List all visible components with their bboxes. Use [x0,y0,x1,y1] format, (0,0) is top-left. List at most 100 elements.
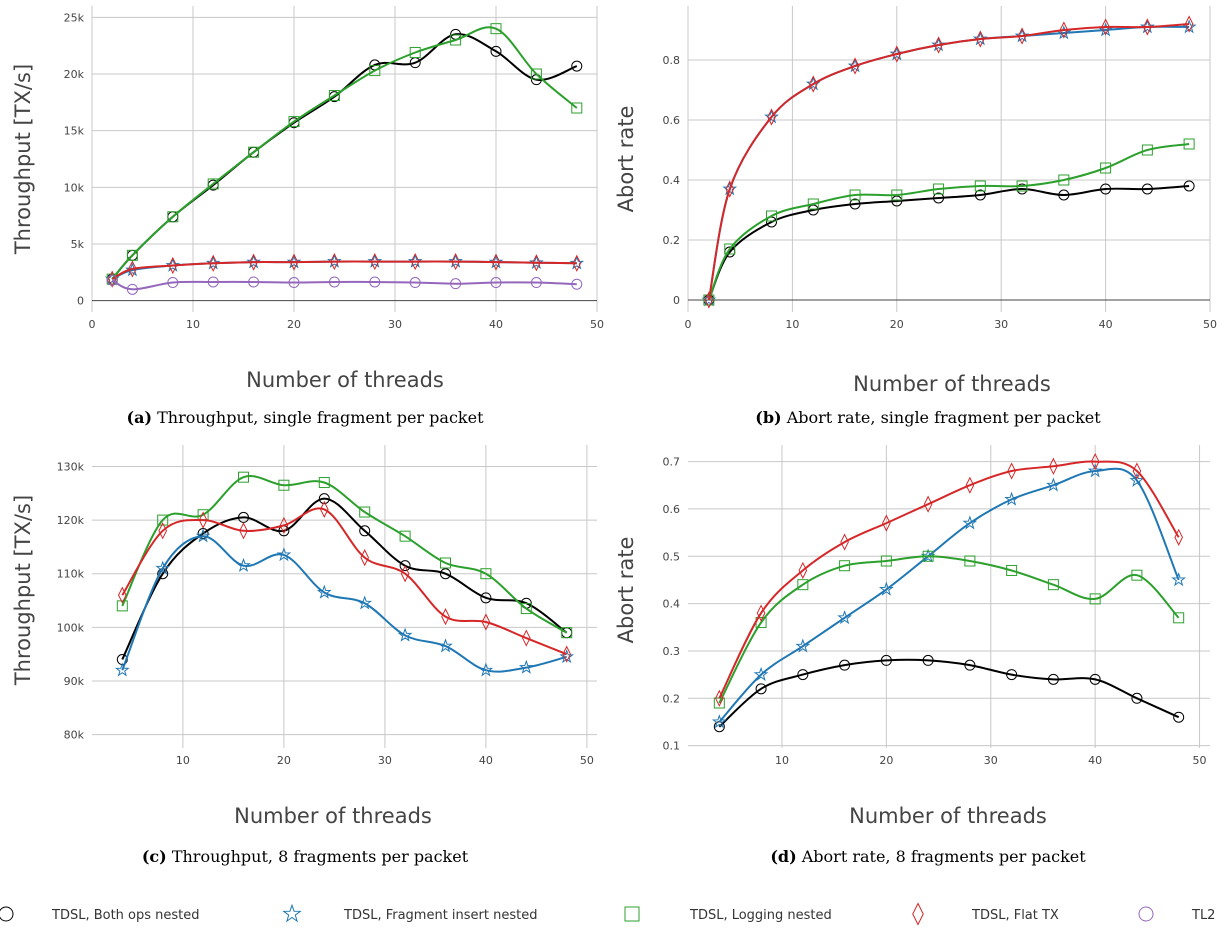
series-line [707,143,1190,301]
data-point [155,560,171,575]
legend-marker [282,903,302,923]
x-axis-title: Number of threads [853,372,1051,396]
data-point [399,560,411,572]
data-point [490,23,502,35]
series-square [703,138,1195,306]
data-point [1131,692,1143,704]
data-point [1129,472,1145,487]
data-point [767,108,776,126]
data-point [207,178,219,190]
data-point [1089,673,1101,685]
data-point [808,75,818,93]
data-point [327,253,342,268]
data-point [397,627,413,642]
data-point [440,557,451,569]
data-point [128,260,137,278]
data-point [1101,18,1110,36]
x-axis-title: Number of threads [234,804,432,828]
data-point [530,277,542,289]
data-point [1047,673,1059,685]
x-tick-label: 10 [785,318,799,331]
data-point [1089,593,1101,605]
data-point [107,270,117,288]
data-point [357,595,373,610]
data-point [1174,528,1183,546]
data-point [438,638,453,653]
data-point [839,560,851,572]
data-point [711,714,727,729]
caption-label: (c) [142,847,167,866]
data-point [1131,569,1143,581]
data-point [1141,183,1153,195]
x-tick-label: 30 [388,318,402,331]
caption-text: Throughput, single fragment per packet [152,408,484,427]
data-point [934,36,943,54]
series-line [111,33,578,280]
data-point [571,102,583,114]
panel-caption: (c) Throughput, 8 fragments per packet [142,847,469,866]
series-line [111,279,577,291]
data-point [1004,491,1020,506]
data-point [316,584,332,599]
x-tick-label: 30 [984,754,998,767]
series-line [121,535,567,673]
data-point [246,254,261,269]
x-tick-label: 20 [890,318,904,331]
series-line [718,467,1180,723]
series-diamond [107,252,582,288]
panel-caption: (a) Throughput, single fragment per pack… [127,408,485,427]
series-circle [713,654,1185,733]
series-line [718,555,1180,704]
data-point [561,627,573,639]
data-point [559,649,575,664]
data-point [1183,180,1195,192]
data-point [1017,27,1027,45]
data-point [891,189,903,201]
data-point [755,683,767,695]
data-point [319,500,329,518]
data-point [571,278,583,290]
series-diamond [704,15,1194,309]
data-point [1006,564,1018,576]
y-tick-label: 0 [77,295,84,308]
y-tick-label: 5k [71,238,85,251]
data-point [289,253,299,271]
y-tick-label: 0.3 [663,645,681,658]
data-point [974,180,986,192]
y-tick-label: 0.7 [663,456,681,469]
panel-caption: (b) Abort rate, single fragment per pack… [755,408,1101,427]
data-point [409,277,421,289]
data-point [764,109,779,124]
data-point [369,276,381,288]
data-point [441,607,450,626]
data-point [409,46,421,58]
data-point [370,252,380,271]
x-tick-label: 20 [277,754,291,767]
panel-d: 10 20 30 40 50 0.1 0.2 0.3 0.4 0.5 0.6 0.7 Number of… [614,445,1210,866]
y-tick-label: 90k [64,675,85,688]
data-point [198,511,208,529]
data-point [399,530,411,542]
data-point [239,522,248,540]
data-point [238,471,249,483]
data-point [839,659,851,671]
data-point [880,654,892,666]
legend-label: TDSL, Logging nested [689,908,832,923]
data-point [572,254,582,272]
data-point [1047,579,1059,591]
data-point [795,638,811,653]
data-point [518,659,534,674]
data-point [878,581,894,596]
data-point [962,515,978,530]
data-point [369,65,381,77]
y-tick-label: 10k [64,181,85,194]
data-point [1184,15,1194,33]
data-point [157,514,169,526]
data-point [922,550,934,562]
data-point [882,514,891,532]
data-point [1059,21,1069,39]
data-point [367,253,383,268]
legend-item: TDSL, Fragment insert nested [282,903,538,923]
data-point [248,276,260,288]
data-point [448,253,463,268]
